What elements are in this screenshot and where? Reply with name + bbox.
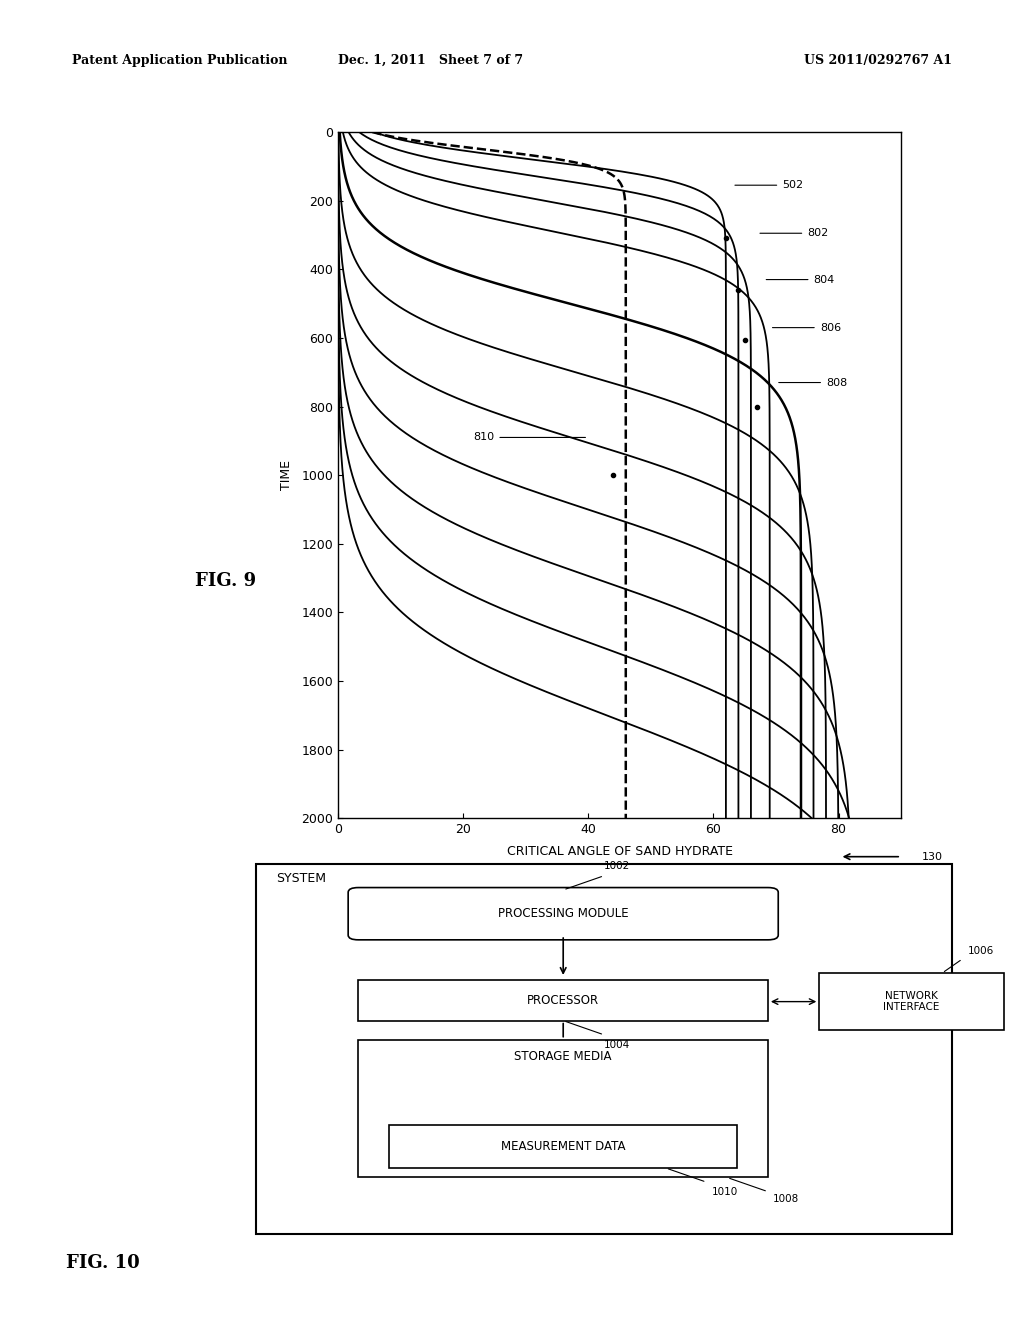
FancyBboxPatch shape xyxy=(389,1125,737,1168)
Text: 806: 806 xyxy=(772,322,841,333)
FancyBboxPatch shape xyxy=(358,1040,768,1177)
Text: FIG. 10: FIG. 10 xyxy=(66,1254,139,1272)
Text: FIG. 9: FIG. 9 xyxy=(195,572,256,590)
Text: 802: 802 xyxy=(760,228,828,238)
FancyBboxPatch shape xyxy=(348,887,778,940)
Text: 1010: 1010 xyxy=(712,1187,738,1197)
Text: 808: 808 xyxy=(778,378,847,388)
Text: NETWORK
INTERFACE: NETWORK INTERFACE xyxy=(883,991,940,1012)
FancyBboxPatch shape xyxy=(256,863,952,1234)
Text: MEASUREMENT DATA: MEASUREMENT DATA xyxy=(501,1140,626,1154)
Text: PROCESSOR: PROCESSOR xyxy=(527,994,599,1007)
Text: 1008: 1008 xyxy=(773,1195,800,1204)
Text: 1006: 1006 xyxy=(968,946,994,957)
Text: STORAGE MEDIA: STORAGE MEDIA xyxy=(514,1049,612,1063)
Text: Patent Application Publication: Patent Application Publication xyxy=(72,54,287,67)
FancyBboxPatch shape xyxy=(358,981,768,1020)
Text: 1004: 1004 xyxy=(604,1040,631,1049)
Text: PROCESSING MODULE: PROCESSING MODULE xyxy=(498,907,629,920)
Text: 130: 130 xyxy=(922,851,943,862)
Text: SYSTEM: SYSTEM xyxy=(276,871,327,884)
Text: 502: 502 xyxy=(735,181,804,190)
Text: US 2011/0292767 A1: US 2011/0292767 A1 xyxy=(804,54,952,67)
Text: 1002: 1002 xyxy=(604,861,631,871)
FancyBboxPatch shape xyxy=(819,973,1004,1030)
Text: Dec. 1, 2011   Sheet 7 of 7: Dec. 1, 2011 Sheet 7 of 7 xyxy=(338,54,522,67)
Y-axis label: TIME: TIME xyxy=(280,461,293,490)
X-axis label: CRITICAL ANGLE OF SAND HYDRATE: CRITICAL ANGLE OF SAND HYDRATE xyxy=(507,845,732,858)
Text: 810: 810 xyxy=(473,433,586,442)
Text: 804: 804 xyxy=(766,275,835,285)
